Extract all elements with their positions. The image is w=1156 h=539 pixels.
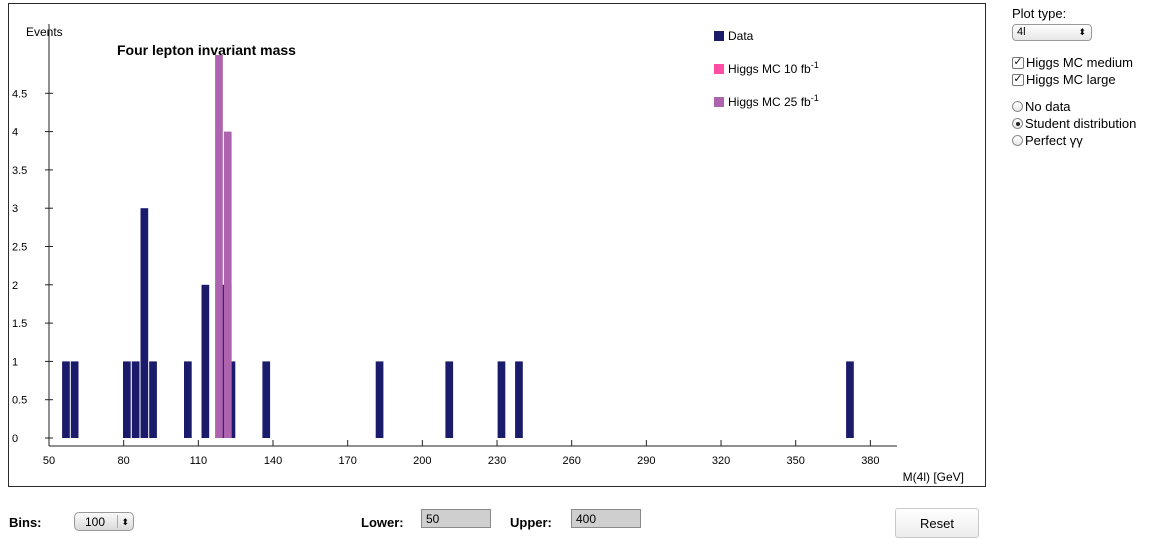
- checkbox-label: Higgs MC medium: [1026, 55, 1133, 70]
- x-tick-label: 200: [413, 455, 431, 467]
- x-tick-label: 50: [43, 455, 55, 467]
- upper-label: Upper:: [510, 515, 552, 530]
- higgs-mc-medium-checkbox[interactable]: ✓ Higgs MC medium: [1012, 54, 1152, 71]
- perfect-gamma-gamma-radio[interactable]: Perfect γγ: [1012, 132, 1152, 149]
- bar-0-14: [515, 361, 523, 438]
- y-tick-label: 3.5: [12, 165, 27, 177]
- histogram-plot: Events Four lepton invariant mass M(4l) …: [12, 24, 964, 484]
- plot-type-select[interactable]: 4l ⬍: [1012, 24, 1092, 41]
- y-tick-label: 2: [12, 280, 18, 292]
- lower-label: Lower:: [361, 515, 404, 530]
- lower-input[interactable]: 50: [421, 509, 491, 528]
- y-tick-label: 1.5: [12, 318, 27, 330]
- bins-select[interactable]: 100 ⬍: [74, 512, 134, 531]
- checkmark-icon: ✓: [1012, 72, 1024, 86]
- bar-0-1: [70, 361, 79, 438]
- checkbox-label: Higgs MC large: [1026, 72, 1116, 87]
- radio-icon: [1012, 101, 1023, 112]
- x-tick-label: 110: [190, 455, 208, 467]
- x-tick-label: 80: [118, 455, 130, 467]
- bar-0-3: [131, 361, 140, 438]
- legend-label: Higgs MC 25 fb-1: [728, 93, 819, 109]
- higgs-mc-large-checkbox[interactable]: ✓ Higgs MC large: [1012, 71, 1152, 88]
- y-tick-label: 2.5: [12, 242, 27, 254]
- x-tick-label: 350: [787, 455, 805, 467]
- plot-controls: Plot type: 4l ⬍ ✓ Higgs MC medium ✓ Higg…: [1012, 6, 1152, 149]
- legend-label: Higgs MC 10 fb-1: [728, 60, 819, 76]
- select-arrows-icon: ⬍: [1078, 27, 1086, 37]
- plot-type-label: Plot type:: [1012, 6, 1067, 21]
- bar-0-0: [62, 361, 70, 438]
- radio-label: Student distribution: [1025, 116, 1137, 131]
- legend-label: Data: [728, 29, 754, 43]
- axes-group: 0 0.5 1 1.5 2 2.5 3 3.5 4 4.5 50 80 110 140 170 200 230 2…: [12, 24, 897, 467]
- y-axis-label: Events: [26, 25, 63, 39]
- radio-icon: [1012, 135, 1023, 146]
- y-tick-label: 4.5: [12, 88, 27, 100]
- bar-0-4: [140, 208, 149, 438]
- x-tick-label: 320: [712, 455, 730, 467]
- bar-0-5: [149, 361, 157, 438]
- bar-2-1: [223, 131, 232, 438]
- x-tick-label: 140: [264, 455, 282, 467]
- chart-title: Four lepton invariant mass: [117, 42, 296, 58]
- bars-group: [62, 55, 854, 438]
- legend-swatch: [714, 31, 724, 41]
- reset-button[interactable]: Reset: [895, 508, 979, 538]
- range-controls: Bins: 100 ⬍ Lower: 50 Upper: 400 Reset: [0, 505, 1156, 538]
- no-data-radio[interactable]: No data: [1012, 98, 1152, 115]
- bar-0-2: [123, 361, 131, 438]
- bar-0-6: [184, 361, 192, 438]
- student-distribution-radio[interactable]: Student distribution: [1012, 115, 1152, 132]
- upper-input[interactable]: 400: [571, 509, 641, 528]
- bins-label: Bins:: [9, 515, 42, 530]
- bins-value: 100: [85, 515, 106, 529]
- select-arrows-icon: ⬍: [121, 517, 129, 527]
- x-axis-label: M(4l) [GeV]: [903, 470, 964, 484]
- bar-0-10: [262, 361, 271, 438]
- x-tick-label: 260: [563, 455, 581, 467]
- y-tick-label: 0.5: [12, 395, 27, 407]
- plot-canvas: Events Four lepton invariant mass M(4l) …: [8, 3, 986, 487]
- x-tick-label: 380: [861, 455, 879, 467]
- radio-label: No data: [1025, 99, 1071, 114]
- bar-0-15: [846, 361, 854, 438]
- y-tick-label: 3: [12, 203, 18, 215]
- x-tick-label: 290: [637, 455, 655, 467]
- y-tick-label: 1: [12, 356, 18, 368]
- legend-swatch: [714, 64, 724, 74]
- x-tick-label: 170: [339, 455, 357, 467]
- legend: Data Higgs MC 10 fb-1 Higgs MC 25 fb-1: [714, 29, 819, 109]
- bar-0-11: [375, 361, 384, 438]
- bar-0-12: [445, 361, 454, 438]
- bar-0-7: [201, 284, 210, 438]
- legend-swatch: [714, 97, 724, 107]
- y-tick-label: 0: [12, 433, 18, 445]
- radio-label: Perfect γγ: [1025, 133, 1083, 148]
- bar-0-13: [497, 361, 506, 438]
- y-tick-label: 4: [12, 127, 18, 139]
- x-tick-label: 230: [488, 455, 506, 467]
- plot-type-value: 4l: [1017, 26, 1026, 38]
- radio-selected-icon: [1012, 118, 1023, 129]
- checkmark-icon: ✓: [1012, 55, 1024, 69]
- bar-2-0: [215, 55, 223, 438]
